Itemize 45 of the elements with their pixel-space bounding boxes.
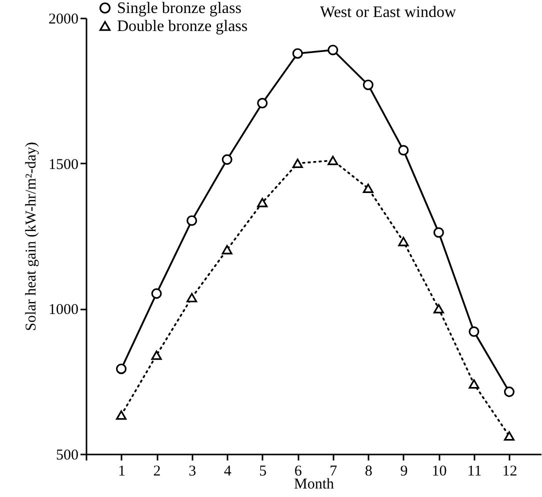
point	[151, 288, 162, 299]
x-tick-label: 7	[330, 464, 338, 480]
point	[362, 80, 374, 90]
point	[504, 386, 515, 398]
y-tick-label: 500	[56, 448, 78, 464]
point	[433, 304, 444, 314]
x-tick-label: 6	[294, 464, 302, 480]
x-tick-label: 10	[432, 464, 447, 480]
x-tick-label: 9	[400, 464, 408, 480]
point	[468, 379, 480, 389]
x-tick-label: 1	[118, 464, 126, 480]
x-tick-label: 11	[467, 464, 482, 480]
legend-label: Single bronze glass	[117, 0, 242, 17]
annotation: West or East window	[320, 4, 456, 21]
point	[504, 431, 515, 441]
x-axis-title: Month	[294, 476, 334, 492]
point	[433, 227, 444, 238]
point	[186, 292, 198, 302]
y-tick-label: 1000	[48, 302, 78, 318]
point	[116, 410, 127, 420]
x-tick-label: 4	[224, 464, 232, 480]
point	[328, 156, 338, 166]
y-axis-title: Solar heat gain (kW-hr/m²-day)	[24, 142, 40, 332]
point	[257, 198, 268, 208]
point	[398, 236, 409, 246]
x-tick-label: 8	[364, 464, 372, 480]
point	[151, 350, 162, 360]
point	[398, 144, 409, 156]
point	[362, 184, 374, 194]
x-tick-label: 12	[502, 464, 518, 480]
y-tick-label: 1500	[48, 156, 78, 173]
legend-label: Double bronze glass	[117, 18, 248, 35]
x-tick-label: 2	[153, 464, 161, 480]
y-tick-label: 2000	[48, 12, 78, 28]
point	[292, 48, 303, 59]
point	[292, 158, 303, 168]
point	[468, 326, 480, 337]
point	[222, 244, 232, 254]
point	[328, 44, 338, 56]
point	[116, 364, 127, 374]
x-tick-label: 3	[188, 464, 196, 480]
point	[257, 98, 268, 108]
point	[186, 215, 198, 226]
x-tick-label: 5	[259, 464, 267, 480]
point	[222, 154, 232, 165]
